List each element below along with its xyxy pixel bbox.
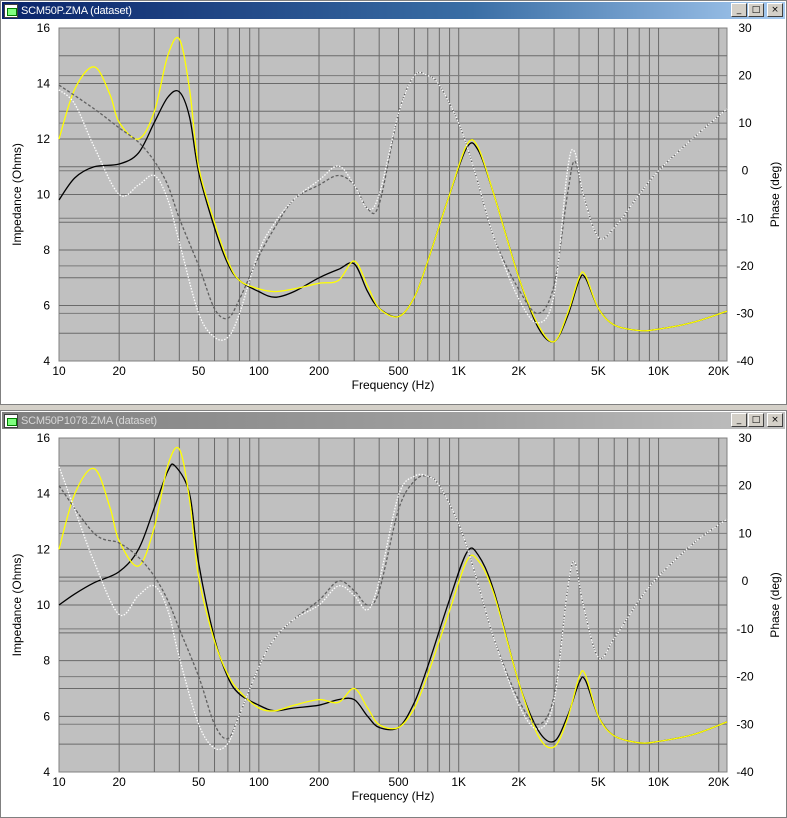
y-tick-label: 16 xyxy=(37,21,51,35)
window-controls: _ □ × xyxy=(730,413,783,427)
y2-axis-label: Phase (deg) xyxy=(768,572,782,637)
x-tick-label: 1K xyxy=(451,364,466,378)
x-tick-label: 2K xyxy=(512,364,527,378)
impedance-window-2[interactable]: SCM50P1078.ZMA (dataset) _ □ × 10 20 50 100… xyxy=(0,410,787,818)
close-button[interactable]: × xyxy=(767,3,783,17)
y2-tick-label: -10 xyxy=(736,622,754,636)
x-tick-label: 50 xyxy=(192,775,206,789)
y2-tick-label: 0 xyxy=(742,574,749,588)
minimize-button[interactable]: _ xyxy=(731,413,747,427)
title-bar[interactable]: SCM50P.ZMA (dataset) _ □ × xyxy=(2,2,785,19)
x-tick-label: 5K xyxy=(591,364,606,378)
y-axis-label: Impedance (Ohms) xyxy=(10,143,24,246)
x-tick-label: 500 xyxy=(389,364,409,378)
y-tick-label: 8 xyxy=(43,654,50,668)
y-tick-label: 6 xyxy=(43,709,50,723)
y-tick-label: 4 xyxy=(43,765,50,779)
x-tick-label: 100 xyxy=(249,775,269,789)
x-tick-label: 500 xyxy=(389,775,409,789)
y-tick-label: 12 xyxy=(37,542,51,556)
y2-tick-label: -20 xyxy=(736,259,754,273)
minimize-button[interactable]: _ xyxy=(731,3,747,17)
y2-tick-label: -30 xyxy=(736,717,754,731)
y-tick-label: 14 xyxy=(37,487,51,501)
y-tick-label: 12 xyxy=(37,132,51,146)
y2-tick-label: 20 xyxy=(738,69,752,83)
phase-curve xyxy=(58,466,728,751)
y2-axis-label: Phase (deg) xyxy=(768,162,782,227)
x-tick-label: 5K xyxy=(591,775,606,789)
impedance-curve xyxy=(58,463,728,744)
window-title: SCM50P.ZMA (dataset) xyxy=(21,4,132,17)
x-tick-label: 20K xyxy=(708,364,729,378)
x-tick-label: 100 xyxy=(249,364,269,378)
y-tick-label: 4 xyxy=(43,354,50,368)
impedance-curve xyxy=(58,446,728,749)
x-tick-label: 20 xyxy=(112,364,126,378)
y2-tick-label: -10 xyxy=(736,211,754,225)
y2-tick-label: -30 xyxy=(736,306,754,320)
y2-tick-label: -20 xyxy=(736,670,754,684)
x-tick-label: 2K xyxy=(512,775,527,789)
x-tick-label: 10K xyxy=(648,775,669,789)
title-bar[interactable]: SCM50P1078.ZMA (dataset) _ □ × xyxy=(2,412,785,429)
phase-curve xyxy=(58,71,728,341)
app-icon[interactable] xyxy=(4,3,18,18)
app-icon[interactable] xyxy=(4,413,18,428)
x-tick-label: 1K xyxy=(451,775,466,789)
y-tick-label: 10 xyxy=(37,598,51,612)
maximize-button[interactable]: □ xyxy=(748,3,764,17)
y2-tick-label: -40 xyxy=(736,354,754,368)
x-tick-label: 10K xyxy=(648,364,669,378)
x-tick-label: 200 xyxy=(309,364,329,378)
y2-tick-label: 10 xyxy=(738,116,752,130)
window-title: SCM50P1078.ZMA (dataset) xyxy=(21,414,157,427)
impedance-phase-chart: 10 20 50 100 200 500 1K 2K 5K 10K 20K46810121416-4… xyxy=(10,21,782,392)
x-axis-label: Frequency (Hz) xyxy=(352,789,435,803)
impedance-curve xyxy=(58,37,728,343)
maximize-button[interactable]: □ xyxy=(748,413,764,427)
x-tick-label: 10 xyxy=(52,364,66,378)
y2-tick-label: 20 xyxy=(738,479,752,493)
y-tick-label: 14 xyxy=(37,77,51,91)
x-tick-label: 20 xyxy=(112,775,126,789)
y2-tick-label: 0 xyxy=(742,164,749,178)
y2-tick-label: 30 xyxy=(738,21,752,35)
phase-curve xyxy=(58,475,728,740)
y-tick-label: 16 xyxy=(37,431,51,445)
y-tick-label: 10 xyxy=(37,188,51,202)
impedance-window-1[interactable]: SCM50P.ZMA (dataset) _ □ × 10 20 50 100 200 5… xyxy=(0,0,787,405)
x-tick-label: 50 xyxy=(192,364,206,378)
y-tick-label: 8 xyxy=(43,243,50,257)
impedance-curve xyxy=(58,89,728,343)
x-tick-label: 20K xyxy=(708,775,729,789)
y-axis-label: Impedance (Ohms) xyxy=(10,554,24,657)
impedance-phase-chart: 10 20 50 100 200 500 1K 2K 5K 10K 20K46810121416-4… xyxy=(10,431,782,803)
y2-tick-label: -40 xyxy=(736,765,754,779)
x-tick-label: 200 xyxy=(309,775,329,789)
y2-tick-label: 10 xyxy=(738,526,752,540)
y-tick-label: 6 xyxy=(43,299,50,313)
y2-tick-label: 30 xyxy=(738,431,752,445)
x-tick-label: 10 xyxy=(52,775,66,789)
close-button[interactable]: × xyxy=(767,413,783,427)
window-controls: _ □ × xyxy=(730,3,783,17)
x-axis-label: Frequency (Hz) xyxy=(352,378,435,392)
